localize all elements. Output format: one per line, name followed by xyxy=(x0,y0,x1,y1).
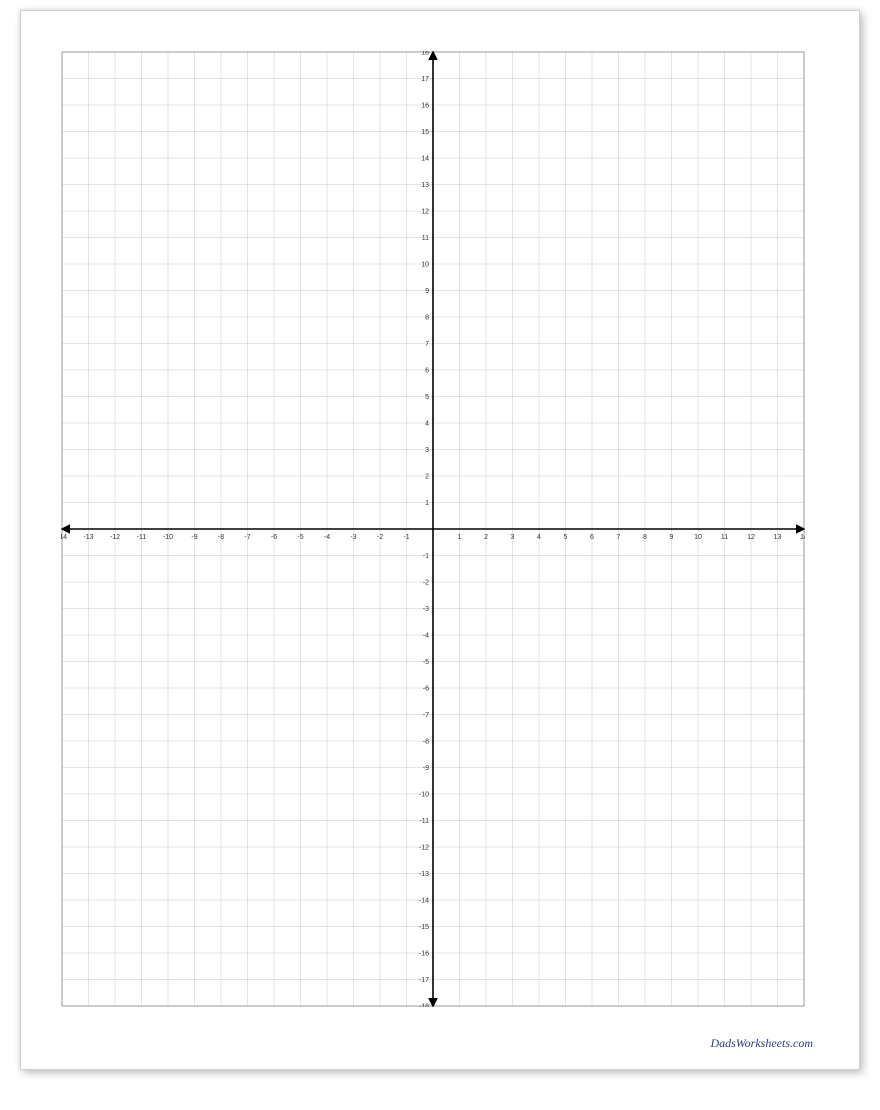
svg-text:-11: -11 xyxy=(419,818,429,825)
svg-text:-6: -6 xyxy=(423,685,429,692)
svg-text:-10: -10 xyxy=(163,534,173,541)
svg-text:6: 6 xyxy=(590,534,594,541)
svg-text:1: 1 xyxy=(425,500,429,507)
grid-svg: -14-13-12-11-10-9-8-7-6-5-4-3-2-11234567… xyxy=(61,51,805,1007)
svg-text:5: 5 xyxy=(564,534,568,541)
svg-text:-10: -10 xyxy=(419,791,429,798)
svg-text:14: 14 xyxy=(800,534,805,541)
svg-text:3: 3 xyxy=(425,447,429,454)
svg-text:-5: -5 xyxy=(423,659,429,666)
svg-text:17: 17 xyxy=(421,76,429,83)
svg-text:-2: -2 xyxy=(423,579,429,586)
svg-text:-9: -9 xyxy=(423,765,429,772)
svg-text:-14: -14 xyxy=(61,534,67,541)
svg-text:-1: -1 xyxy=(403,534,409,541)
svg-text:5: 5 xyxy=(425,394,429,401)
svg-text:-4: -4 xyxy=(423,632,429,639)
svg-text:9: 9 xyxy=(425,288,429,295)
svg-text:10: 10 xyxy=(421,261,429,268)
svg-text:-6: -6 xyxy=(271,534,277,541)
svg-text:-17: -17 xyxy=(419,977,429,984)
svg-text:-13: -13 xyxy=(83,534,93,541)
svg-text:-13: -13 xyxy=(419,871,429,878)
svg-text:-14: -14 xyxy=(419,897,429,904)
svg-text:18: 18 xyxy=(421,51,429,56)
svg-text:10: 10 xyxy=(694,534,702,541)
svg-text:-3: -3 xyxy=(350,534,356,541)
svg-text:-5: -5 xyxy=(297,534,303,541)
svg-text:-3: -3 xyxy=(423,606,429,613)
svg-text:15: 15 xyxy=(421,129,429,136)
svg-text:-11: -11 xyxy=(137,534,147,541)
svg-text:12: 12 xyxy=(421,208,429,215)
svg-text:4: 4 xyxy=(537,534,541,541)
svg-text:8: 8 xyxy=(425,314,429,321)
svg-text:3: 3 xyxy=(511,534,515,541)
svg-text:-8: -8 xyxy=(218,534,224,541)
svg-text:6: 6 xyxy=(425,367,429,374)
svg-text:1: 1 xyxy=(458,534,462,541)
svg-text:-18: -18 xyxy=(419,1003,429,1007)
svg-text:-7: -7 xyxy=(423,712,429,719)
svg-text:-9: -9 xyxy=(191,534,197,541)
svg-text:2: 2 xyxy=(425,473,429,480)
svg-text:7: 7 xyxy=(617,534,621,541)
svg-text:-12: -12 xyxy=(419,844,429,851)
svg-text:-16: -16 xyxy=(419,950,429,957)
svg-text:12: 12 xyxy=(747,534,755,541)
svg-text:-15: -15 xyxy=(419,924,429,931)
worksheet-page: -14-13-12-11-10-9-8-7-6-5-4-3-2-11234567… xyxy=(20,10,860,1070)
svg-text:14: 14 xyxy=(421,155,429,162)
svg-text:13: 13 xyxy=(421,182,429,189)
svg-text:-8: -8 xyxy=(423,738,429,745)
svg-text:9: 9 xyxy=(670,534,674,541)
svg-text:-2: -2 xyxy=(377,534,383,541)
svg-text:13: 13 xyxy=(774,534,782,541)
svg-text:16: 16 xyxy=(421,102,429,109)
svg-text:2: 2 xyxy=(484,534,488,541)
svg-text:8: 8 xyxy=(643,534,647,541)
svg-text:11: 11 xyxy=(721,534,728,541)
svg-text:-4: -4 xyxy=(324,534,330,541)
watermark-text: DadsWorksheets.com xyxy=(710,1036,813,1051)
svg-text:11: 11 xyxy=(422,235,429,242)
svg-text:4: 4 xyxy=(425,420,429,427)
svg-text:-1: -1 xyxy=(423,553,429,560)
svg-text:-12: -12 xyxy=(110,534,120,541)
coordinate-plane: -14-13-12-11-10-9-8-7-6-5-4-3-2-11234567… xyxy=(61,51,821,1031)
svg-text:7: 7 xyxy=(425,341,429,348)
svg-text:-7: -7 xyxy=(244,534,250,541)
